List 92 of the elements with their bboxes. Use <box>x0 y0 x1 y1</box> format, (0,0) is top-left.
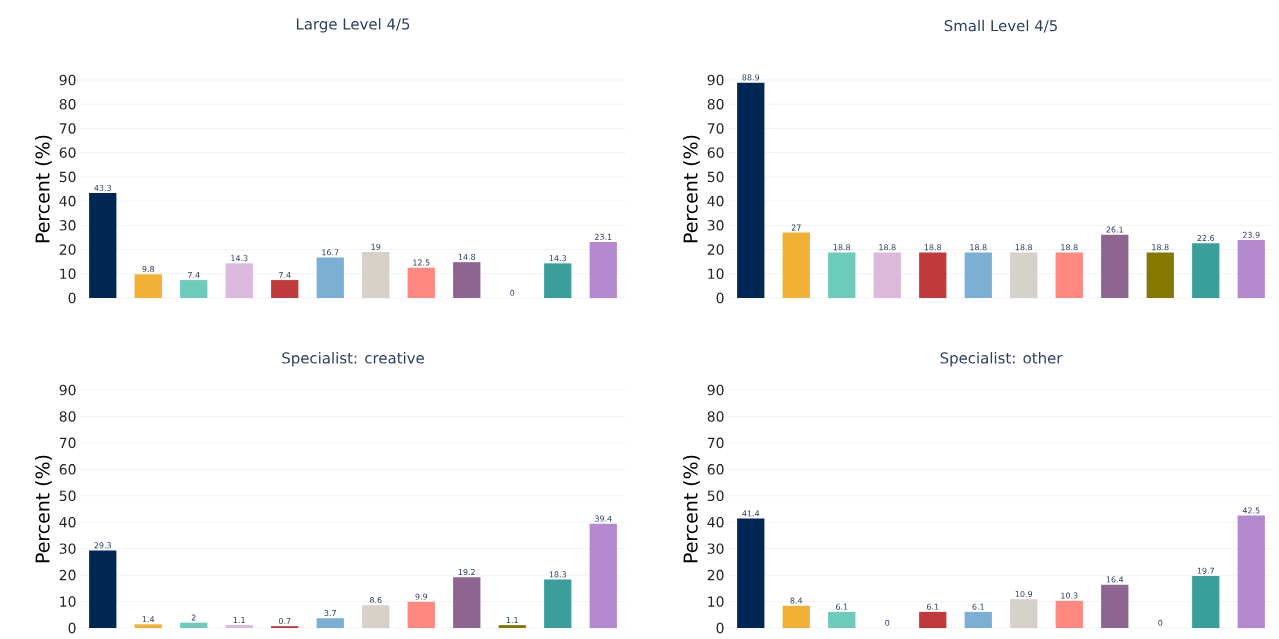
bar <box>453 577 481 628</box>
bar <box>737 82 765 298</box>
y-tick-label: 10 <box>60 268 76 280</box>
y-tick-label: 10 <box>708 596 724 607</box>
bar <box>919 252 947 298</box>
y-tick-label: 20 <box>707 244 724 255</box>
bar <box>1146 252 1174 298</box>
y-tick-label: 20 <box>707 569 724 581</box>
bar <box>316 257 344 298</box>
y-tick-label: 80 <box>59 411 76 422</box>
bar <box>828 611 856 628</box>
y-tick-label: 70 <box>59 123 76 134</box>
y-tick-label: 60 <box>59 147 76 158</box>
chart-title: Small Level 4/5 <box>944 19 1057 33</box>
bar <box>407 601 435 628</box>
y-tick-label: 70 <box>707 123 724 134</box>
y-tick-label: 90 <box>707 384 724 396</box>
bar <box>544 263 572 298</box>
bar <box>964 252 992 298</box>
bar <box>180 622 208 628</box>
y-tick-label: 50 <box>707 171 724 183</box>
bar <box>964 611 992 628</box>
bar <box>1010 252 1038 298</box>
y-tick-label: 20 <box>59 569 76 581</box>
bar <box>1101 584 1129 628</box>
y-tick-label: 30 <box>707 543 724 554</box>
bar <box>134 624 162 628</box>
y-tick-label: 60 <box>59 464 76 475</box>
y-axis-title: Percent (%) <box>35 455 52 563</box>
y-axis-title: Percent (%) <box>35 135 52 243</box>
bar <box>89 550 117 628</box>
y-tick-label: 60 <box>707 147 724 158</box>
bar <box>225 263 253 298</box>
y-tick-label: 80 <box>707 411 724 422</box>
y-tick-label: 90 <box>707 74 724 86</box>
y-tick-label: 70 <box>707 437 724 449</box>
y-tick-label: 0 <box>68 292 76 304</box>
y-axis-title: Percent (%) <box>683 455 700 563</box>
bar <box>1101 234 1129 298</box>
bar <box>498 625 526 628</box>
bar <box>737 518 765 628</box>
y-tick-label: 20 <box>59 244 76 255</box>
bar <box>1192 575 1220 628</box>
bar <box>1237 515 1265 628</box>
y-tick-label: 30 <box>707 220 724 231</box>
y-tick-label: 40 <box>707 516 724 528</box>
bar <box>1055 600 1083 628</box>
y-tick-label: 90 <box>59 384 76 396</box>
bar <box>828 252 856 298</box>
y-tick-label: 0 <box>716 622 724 634</box>
y-tick-label: 30 <box>59 220 76 231</box>
y-tick-label: 80 <box>59 98 76 110</box>
bar <box>180 280 208 298</box>
y-tick-label: 40 <box>59 516 76 528</box>
bar <box>544 579 572 628</box>
bar <box>782 232 810 298</box>
bar <box>589 523 617 628</box>
y-tick-label: 10 <box>708 268 724 280</box>
bar <box>134 274 162 298</box>
bar <box>919 611 947 628</box>
bar <box>362 605 390 628</box>
bar <box>362 251 390 298</box>
y-tick-label: 50 <box>707 490 724 502</box>
bar <box>225 625 253 628</box>
y-tick-label: 0 <box>68 622 76 634</box>
bar <box>782 605 810 628</box>
bar <box>407 267 435 298</box>
bar <box>89 193 117 298</box>
bar <box>1192 243 1220 298</box>
y-tick-label: 40 <box>707 195 724 207</box>
y-tick-label: 40 <box>59 195 76 207</box>
bar <box>453 262 481 298</box>
bar <box>1237 240 1265 298</box>
y-axis-title: Percent (%) <box>683 135 700 243</box>
chart-title: Specialist: creative <box>282 352 424 367</box>
y-tick-label: 30 <box>59 543 76 554</box>
bar <box>1010 599 1038 628</box>
bar <box>271 280 299 298</box>
chart-title: Specialist: other <box>940 352 1063 367</box>
y-tick-label: 0 <box>716 292 724 304</box>
chart-title: Large Level 4/5 <box>296 18 410 33</box>
bar <box>1055 252 1083 298</box>
y-tick-label: 50 <box>59 171 76 183</box>
y-tick-label: 80 <box>707 98 724 110</box>
y-tick-label: 90 <box>59 74 76 86</box>
bar <box>873 252 901 298</box>
y-tick-label: 60 <box>707 464 724 475</box>
y-tick-label: 50 <box>59 490 76 502</box>
bar <box>316 618 344 628</box>
bar <box>589 242 617 298</box>
y-tick-label: 10 <box>60 596 76 607</box>
y-tick-label: 70 <box>59 437 76 449</box>
